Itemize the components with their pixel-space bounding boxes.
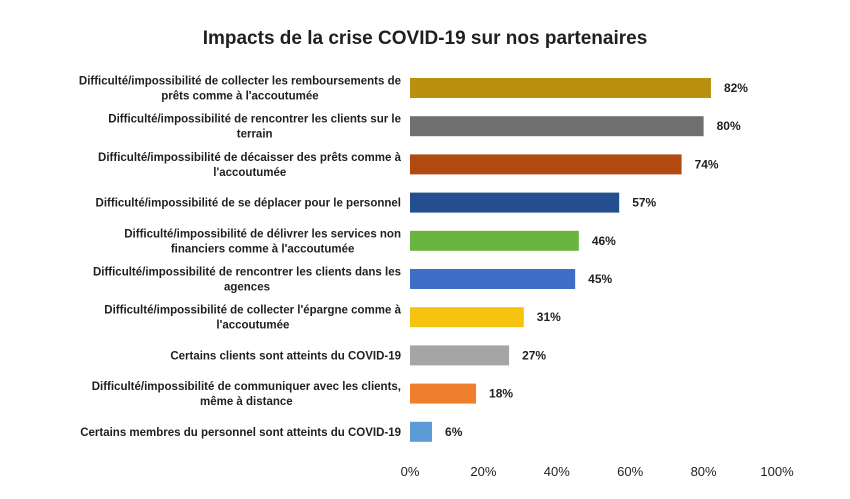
category-label-7: Difficulté/impossibilité de collecter l'… — [104, 305, 401, 332]
category-label-line: terrain — [237, 129, 273, 141]
category-label-line: Difficulté/impossibilité de délivrer les… — [124, 228, 401, 240]
category-label-line: Difficulté/impossibilité de collecter l'… — [104, 305, 401, 317]
x-tick-label-2: 20% — [470, 464, 496, 479]
bar-4 — [410, 192, 620, 213]
x-tick-label-6: 100% — [760, 464, 794, 479]
category-label-line: même à distance — [200, 396, 293, 408]
bar-2 — [410, 116, 704, 137]
category-label-line: Difficulté/impossibilité de se déplacer … — [96, 198, 401, 210]
value-label-4: 57% — [632, 196, 656, 210]
category-label-line: Certains clients sont atteints du COVID-… — [170, 350, 401, 362]
category-label-2: Difficulté/impossibilité de rencontrer l… — [108, 114, 401, 141]
x-tick-label-1: 0% — [401, 464, 420, 479]
category-label-9: Difficulté/impossibilité de communiquer … — [92, 381, 401, 408]
category-label-line: Difficulté/impossibilité de rencontrer l… — [108, 114, 401, 126]
x-tick-label-4: 60% — [617, 464, 643, 479]
value-label-5: 46% — [592, 234, 616, 248]
value-label-2: 80% — [717, 119, 741, 133]
x-tick-label-3: 40% — [544, 464, 570, 479]
category-label-1: Difficulté/impossibilité de collecter le… — [79, 76, 401, 103]
category-label-3: Difficulté/impossibilité de décaisser de… — [98, 152, 402, 179]
category-label-line: Difficulté/impossibilité de collecter le… — [79, 76, 401, 88]
value-label-9: 18% — [489, 387, 513, 401]
bar-8 — [410, 345, 510, 366]
x-tick-label-5: 80% — [691, 464, 717, 479]
category-label-5: Difficulté/impossibilité de délivrer les… — [124, 228, 401, 255]
category-label-line: Difficulté/impossibilité de rencontrer l… — [93, 267, 401, 279]
value-label-6: 45% — [588, 272, 612, 286]
value-label-10: 6% — [445, 425, 463, 439]
category-label-line: Certains membres du personnel sont attei… — [80, 427, 401, 439]
bar-9 — [410, 383, 477, 404]
category-label-line: l'accoutumée — [213, 167, 286, 179]
category-label-line: prêts comme à l'accoutumée — [161, 91, 318, 103]
category-label-line: agences — [224, 282, 270, 294]
bar-7 — [410, 307, 524, 328]
bar-1 — [410, 78, 711, 98]
bar-5 — [410, 230, 579, 251]
value-label-7: 31% — [537, 310, 561, 324]
value-label-8: 27% — [522, 348, 546, 362]
bar-6 — [410, 269, 576, 289]
value-label-3: 74% — [695, 157, 719, 171]
value-label-1: 82% — [724, 81, 748, 95]
category-label-4: Difficulté/impossibilité de se déplacer … — [96, 198, 401, 210]
chart-title: Impacts de la crise COVID-19 sur nos par… — [202, 28, 648, 49]
category-label-line: Difficulté/impossibilité de communiquer … — [92, 381, 401, 393]
category-label-line: l'accoutumée — [216, 320, 289, 332]
category-label-6: Difficulté/impossibilité de rencontrer l… — [93, 267, 401, 294]
bar-10 — [410, 421, 433, 442]
bar-3 — [410, 154, 682, 175]
category-label-line: Difficulté/impossibilité de décaisser de… — [98, 152, 402, 164]
category-label-line: financiers comme à l'accoutumée — [171, 243, 355, 255]
category-label-10: Certains membres du personnel sont attei… — [80, 427, 401, 439]
category-label-8: Certains clients sont atteints du COVID-… — [170, 350, 401, 362]
